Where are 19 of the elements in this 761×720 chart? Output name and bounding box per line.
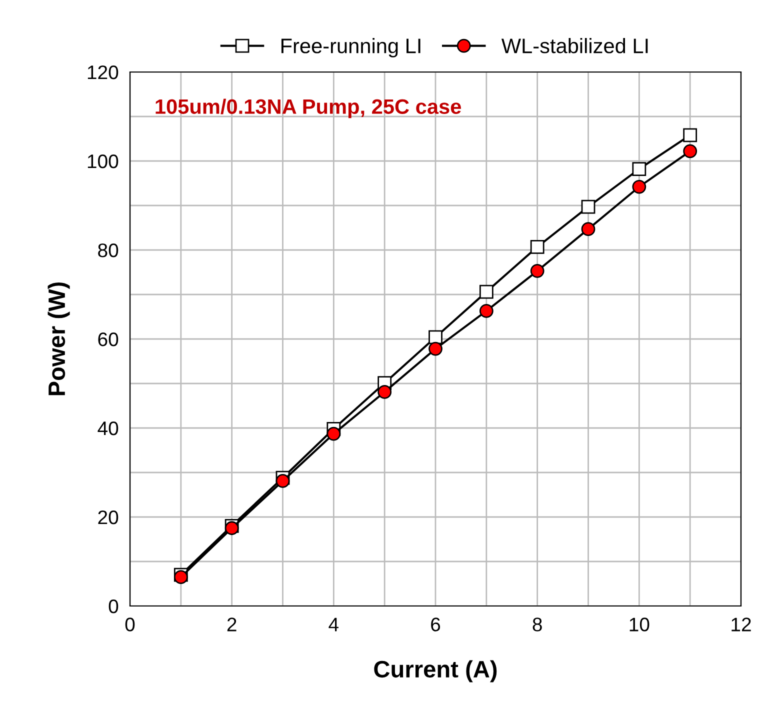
y-tick-label: 100 — [88, 154, 118, 168]
x-tick-label: 0 — [125, 618, 135, 632]
y-axis-title: Power (W) — [48, 282, 70, 396]
y-tick-label: 0 — [108, 599, 118, 614]
legend-label: Free-running LI — [281, 38, 420, 58]
y-tick-label: 20 — [98, 510, 118, 524]
x-axis-title: Current (A) — [374, 660, 497, 682]
x-tick-label: 10 — [630, 618, 650, 632]
x-tick-label: 4 — [328, 618, 339, 632]
y-tick-label: 60 — [98, 332, 118, 346]
x-tick-label: 6 — [431, 618, 440, 632]
x-tick-label: 12 — [732, 618, 751, 632]
y-tick-label: 40 — [98, 421, 118, 436]
y-tick-label: 80 — [98, 243, 118, 258]
x-tick-label: 8 — [532, 618, 542, 632]
annotation: 105um/0.13NA Pump, 25C case — [156, 98, 461, 118]
x-tick-label: 2 — [227, 618, 236, 632]
legend-label: WL-stabilized LI — [501, 38, 648, 54]
y-tick-label: 120 — [88, 65, 118, 80]
